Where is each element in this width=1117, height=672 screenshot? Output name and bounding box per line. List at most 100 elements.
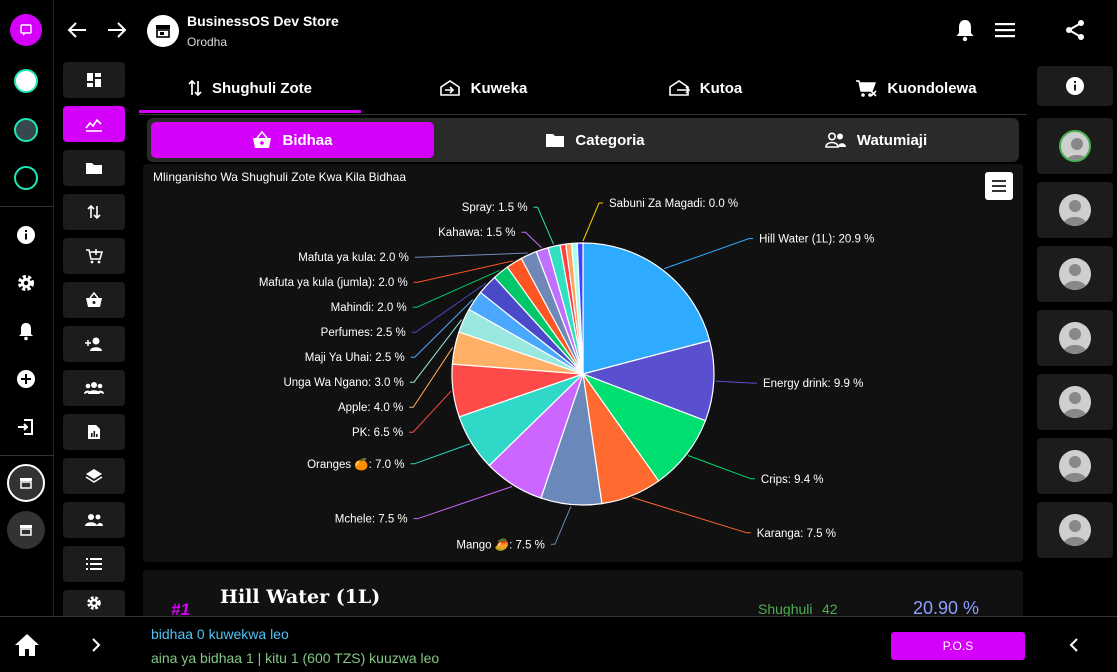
swap-vertical-icon <box>87 204 101 220</box>
pie-slice-crips[interactable] <box>581 372 707 482</box>
logout-button[interactable] <box>11 412 41 442</box>
pie-data-label: Mafuta ya kula (jumla): 2.0 % <box>259 277 408 289</box>
pie-leader-line <box>664 238 754 270</box>
user-card-3[interactable] <box>1037 246 1113 302</box>
pie-slice-energy-drink[interactable] <box>581 339 715 422</box>
nav-layers[interactable] <box>63 458 125 494</box>
pie-data-label: Hill Water (1L): 20.9 % <box>759 234 874 246</box>
chevron-right-icon <box>92 638 101 652</box>
pie-leader-line <box>414 252 528 258</box>
info-button[interactable] <box>11 220 41 250</box>
pos-button[interactable]: P.O.S <box>891 632 1025 660</box>
menu-button[interactable] <box>994 21 1016 39</box>
header-notifications-button[interactable] <box>954 18 976 42</box>
pie-leader-line <box>411 282 487 333</box>
gray-swatch-icon <box>14 118 38 142</box>
user-card-4[interactable] <box>1037 310 1113 366</box>
tab-all-activity[interactable]: Shughuli Zote <box>139 62 361 114</box>
person-add-icon <box>85 337 102 351</box>
person-icon <box>1066 138 1088 160</box>
hamburger-icon <box>992 180 1006 192</box>
people-icon <box>825 132 846 148</box>
subtab-users[interactable]: Watumiaji <box>737 122 1015 158</box>
store-icon <box>20 478 32 489</box>
person-icon <box>1063 520 1087 546</box>
pie-data-label: Mahindi: 2.0 % <box>331 302 407 314</box>
list-icon <box>86 558 102 570</box>
arrow-left-icon <box>67 22 86 38</box>
nav-analytics[interactable] <box>63 106 125 142</box>
pie-leader-line <box>409 319 463 383</box>
tab-removed[interactable]: Kuondolewa <box>805 62 1027 114</box>
nav-reports[interactable] <box>63 414 125 450</box>
user-info-button[interactable] <box>1037 66 1113 106</box>
collapse-panel-button[interactable] <box>1068 637 1080 653</box>
folder-icon <box>546 134 565 147</box>
light-swatch-icon <box>14 69 38 93</box>
store-icon <box>20 525 32 536</box>
pie-data-label: PK: 6.5 % <box>352 427 403 439</box>
nav-add-user[interactable] <box>63 326 125 362</box>
theme-light-button[interactable] <box>11 66 41 96</box>
pie-data-label: Unga Wa Ngano: 3.0 % <box>283 377 403 389</box>
nav-users[interactable] <box>63 502 125 538</box>
pie-data-label: Mchele: 7.5 % <box>335 514 408 526</box>
nav-settings[interactable] <box>63 590 125 616</box>
store-button-active[interactable] <box>7 464 45 502</box>
basket-icon <box>86 292 102 307</box>
avatar <box>1059 194 1091 226</box>
subtab-products[interactable]: Bidhaa <box>151 122 434 158</box>
subtab-label: Categoria <box>575 131 645 149</box>
bell-icon <box>956 20 974 42</box>
pie-leader-line <box>582 202 603 242</box>
report-icon <box>88 425 100 439</box>
person-icon <box>1063 392 1087 418</box>
tab-label: Kuondolewa <box>887 79 977 97</box>
share-button[interactable] <box>1064 19 1086 41</box>
nav-list[interactable] <box>63 546 125 582</box>
user-card-1[interactable] <box>1037 118 1113 174</box>
pie-slice-minor[interactable] <box>576 242 584 375</box>
theme-dark-button[interactable] <box>11 115 41 145</box>
gear-icon <box>18 275 34 291</box>
nav-cart-add[interactable] <box>63 238 125 274</box>
nav-categories[interactable] <box>63 150 125 186</box>
back-button[interactable] <box>66 20 88 40</box>
expand-button[interactable] <box>90 637 102 653</box>
pie-slice-hill-water-1l[interactable] <box>582 242 711 375</box>
user-card-7[interactable] <box>1037 502 1113 558</box>
pie-leader-line <box>521 231 542 248</box>
subtab-categories[interactable]: Categoria <box>447 122 743 158</box>
user-card-6[interactable] <box>1037 438 1113 494</box>
nav-basket[interactable] <box>63 282 125 318</box>
bell-icon <box>19 323 33 341</box>
tab-stock-out[interactable]: Kutoa <box>594 62 816 114</box>
notifications-button[interactable] <box>11 316 41 346</box>
home-button[interactable] <box>14 633 40 657</box>
forward-button[interactable] <box>106 20 128 40</box>
user-card-2[interactable] <box>1037 182 1113 238</box>
add-button[interactable] <box>11 364 41 394</box>
pie-leader-line <box>715 380 757 384</box>
store-button[interactable] <box>7 511 45 549</box>
pie-leader-line <box>687 455 755 480</box>
rail-divider-2 <box>0 455 54 456</box>
theme-black-button[interactable] <box>11 163 41 193</box>
person-icon <box>1063 264 1087 290</box>
nav-transactions[interactable] <box>63 194 125 230</box>
pie-data-label: Kahawa: 1.5 % <box>438 227 515 239</box>
exit-icon <box>18 419 33 435</box>
store-out-icon <box>668 80 690 96</box>
item-rank: #1 <box>171 600 190 619</box>
pie-data-label: Mango 🥭: 7.5 % <box>456 537 544 551</box>
nav-groups[interactable] <box>63 370 125 406</box>
pie-data-label: Maji Ya Uhai: 2.5 % <box>305 352 405 364</box>
chart-menu-button[interactable] <box>985 172 1013 200</box>
app-logo-button[interactable] <box>10 14 42 46</box>
share-icon <box>1066 20 1084 40</box>
user-card-5[interactable] <box>1037 374 1113 430</box>
nav-dashboard[interactable] <box>63 62 125 98</box>
store-avatar <box>147 15 179 47</box>
settings-button[interactable] <box>11 268 41 298</box>
tab-stock-in[interactable]: Kuweka <box>372 62 594 114</box>
